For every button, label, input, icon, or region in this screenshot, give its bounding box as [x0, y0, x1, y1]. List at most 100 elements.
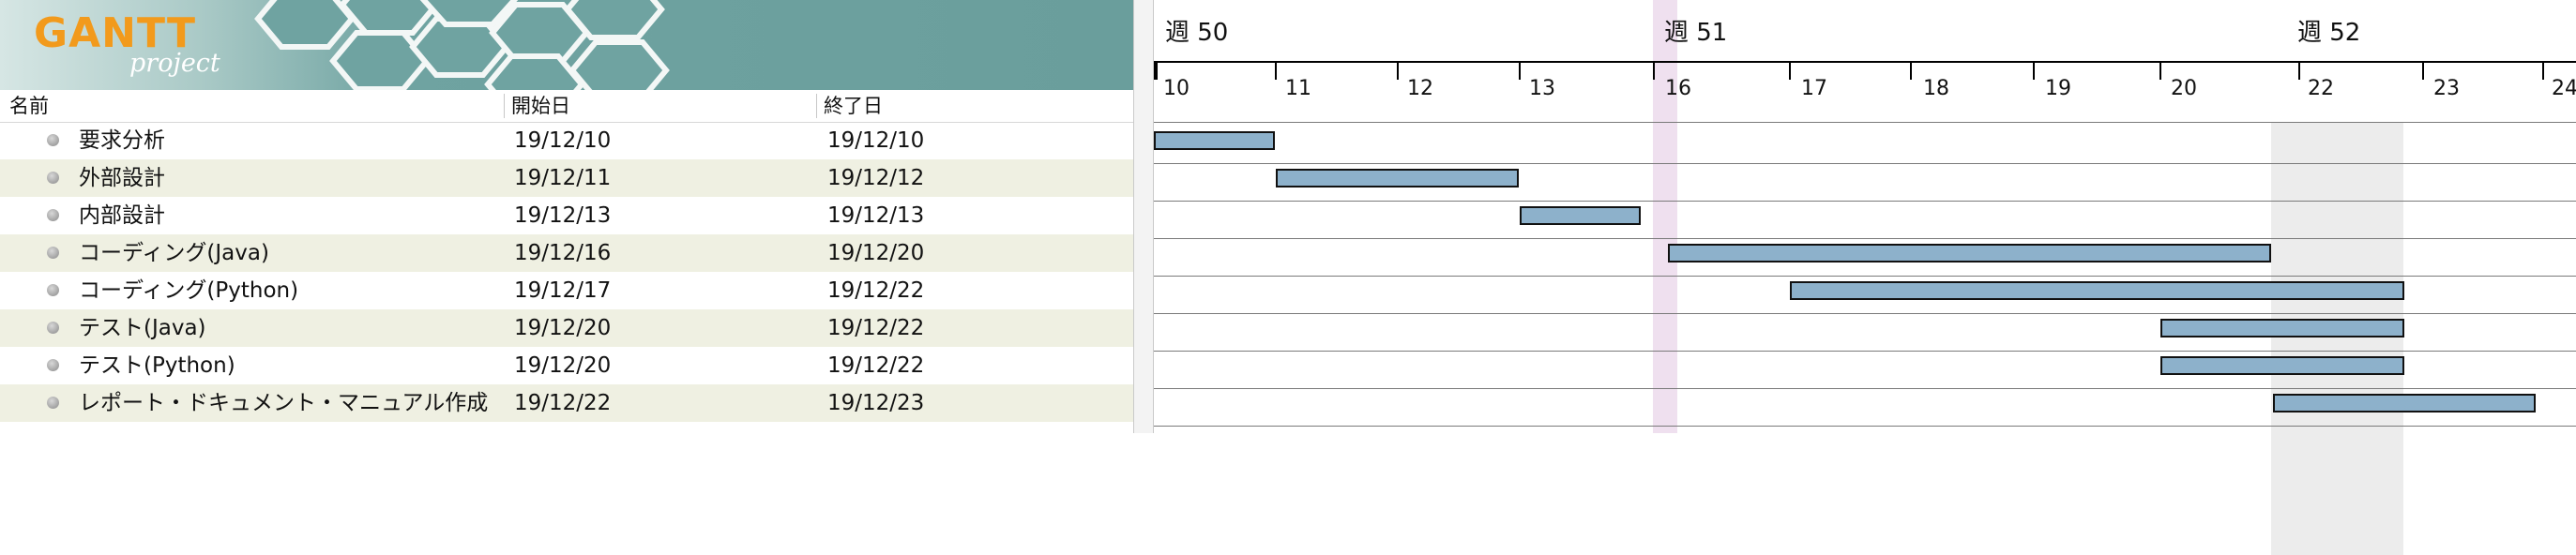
- column-divider[interactable]: [504, 94, 505, 118]
- task-row[interactable]: 外部設計 19/12/11 19/12/12: [0, 159, 1133, 197]
- day-tick: [1154, 61, 1158, 80]
- task-start-date: 19/12/16: [514, 241, 612, 265]
- gantt-bar[interactable]: [1790, 281, 2404, 300]
- task-start-date: 19/12/10: [514, 128, 612, 153]
- split-pane-divider[interactable]: [1133, 0, 1154, 433]
- gantt-bar[interactable]: [1276, 169, 1519, 188]
- day-label: 12: [1407, 77, 1433, 100]
- row-gridline: [1154, 426, 2576, 427]
- day-label: 16: [1665, 77, 1691, 100]
- task-bullet-icon: [47, 359, 59, 371]
- day-label: 20: [2171, 77, 2197, 100]
- week-label: 週 52: [2297, 19, 2361, 47]
- row-gridline: [1154, 238, 2576, 239]
- task-start-date: 19/12/17: [514, 278, 612, 303]
- weekend-highlight: [2271, 122, 2403, 555]
- task-row[interactable]: 要求分析 19/12/10 19/12/10: [0, 122, 1133, 159]
- hexagon-pattern-icon: [0, 0, 1133, 90]
- task-row[interactable]: テスト(Java) 19/12/20 19/12/22: [0, 309, 1133, 347]
- task-row[interactable]: コーディング(Java) 19/12/16 19/12/20: [0, 234, 1133, 272]
- task-start-date: 19/12/20: [514, 316, 612, 340]
- day-tick: [1275, 61, 1277, 80]
- day-tick: [2033, 61, 2035, 80]
- task-end-date: 19/12/10: [827, 128, 925, 153]
- timeline-axis: [1154, 61, 2576, 63]
- day-tick: [2422, 61, 2424, 80]
- task-row[interactable]: 内部設計 19/12/13 19/12/13: [0, 197, 1133, 234]
- gantt-chart-pane[interactable]: 週 50 週 51 週 52 10 11 12 13 16 17 18 19 2…: [1154, 0, 2576, 555]
- day-label: 11: [1285, 77, 1311, 100]
- day-label: 18: [1923, 77, 1949, 100]
- day-tick: [1653, 61, 1655, 80]
- logo-banner: GANTT project: [0, 0, 1133, 90]
- row-gridline: [1154, 351, 2576, 352]
- day-tick: [1789, 61, 1791, 80]
- task-end-date: 19/12/22: [827, 353, 925, 378]
- task-bullet-icon: [47, 397, 59, 409]
- logo-subtext: project: [129, 49, 220, 78]
- day-tick: [2159, 61, 2161, 80]
- column-header-end[interactable]: 終了日: [824, 95, 883, 117]
- task-name: 外部設計: [79, 166, 165, 190]
- task-name: テスト(Python): [79, 353, 235, 378]
- gantt-bar[interactable]: [1520, 206, 1641, 225]
- gantt-bar[interactable]: [1154, 131, 1275, 150]
- column-divider[interactable]: [816, 94, 817, 118]
- column-header-start[interactable]: 開始日: [511, 95, 570, 117]
- task-end-date: 19/12/22: [827, 316, 925, 340]
- app-logo: GANTT project: [26, 9, 233, 84]
- day-label: 10: [1163, 77, 1190, 100]
- task-name: テスト(Java): [79, 316, 206, 340]
- task-bullet-icon: [47, 322, 59, 334]
- task-end-date: 19/12/20: [827, 241, 925, 265]
- task-name: コーディング(Java): [79, 241, 269, 265]
- day-label: 24: [2552, 77, 2576, 100]
- task-start-date: 19/12/13: [514, 203, 612, 228]
- day-label: 23: [2433, 77, 2460, 100]
- task-row[interactable]: テスト(Python) 19/12/20 19/12/22: [0, 347, 1133, 384]
- row-gridline: [1154, 313, 2576, 314]
- row-gridline: [1154, 276, 2576, 277]
- task-start-date: 19/12/11: [514, 166, 612, 190]
- task-name: 内部設計: [79, 203, 165, 228]
- day-tick: [1910, 61, 1912, 80]
- week-label: 週 51: [1664, 19, 1728, 47]
- task-name: コーディング(Python): [79, 278, 299, 303]
- task-name: 要求分析: [79, 128, 165, 153]
- task-end-date: 19/12/12: [827, 166, 925, 190]
- task-name: レポート・ドキュメント・マニュアル作成: [79, 391, 489, 415]
- row-gridline: [1154, 163, 2576, 164]
- week-label: 週 50: [1165, 19, 1229, 47]
- gantt-bar[interactable]: [1668, 244, 2271, 262]
- task-end-date: 19/12/22: [827, 278, 925, 303]
- task-list: 要求分析 19/12/10 19/12/10 外部設計 19/12/11 19/…: [0, 122, 1133, 422]
- task-bullet-icon: [47, 172, 59, 184]
- task-bullet-icon: [47, 134, 59, 146]
- gantt-bar[interactable]: [2160, 356, 2404, 375]
- day-tick: [1519, 61, 1521, 80]
- task-row[interactable]: レポート・ドキュメント・マニュアル作成 19/12/22 19/12/23: [0, 384, 1133, 422]
- gantt-bar[interactable]: [2160, 319, 2404, 338]
- task-table-pane: GANTT project 名前 開始日 終了日 要求分析 19/12/10 1…: [0, 0, 1133, 433]
- day-tick: [1397, 61, 1399, 80]
- task-row[interactable]: コーディング(Python) 19/12/17 19/12/22: [0, 272, 1133, 309]
- row-gridline: [1154, 201, 2576, 202]
- task-start-date: 19/12/22: [514, 391, 612, 415]
- task-start-date: 19/12/20: [514, 353, 612, 378]
- task-bullet-icon: [47, 209, 59, 221]
- logo-text: GANTT: [34, 9, 197, 57]
- column-header-name[interactable]: 名前: [9, 95, 49, 117]
- task-bullet-icon: [47, 247, 59, 259]
- day-label: 13: [1529, 77, 1555, 100]
- day-tick: [2542, 61, 2544, 80]
- day-label: 19: [2045, 77, 2071, 100]
- row-gridline: [1154, 122, 2576, 123]
- day-tick: [2298, 61, 2300, 80]
- day-label: 17: [1801, 77, 1827, 100]
- row-gridline: [1154, 388, 2576, 389]
- today-highlight: [1653, 0, 1677, 433]
- task-bullet-icon: [47, 284, 59, 296]
- day-label: 22: [2308, 77, 2334, 100]
- gantt-bar[interactable]: [2273, 394, 2536, 412]
- task-end-date: 19/12/13: [827, 203, 925, 228]
